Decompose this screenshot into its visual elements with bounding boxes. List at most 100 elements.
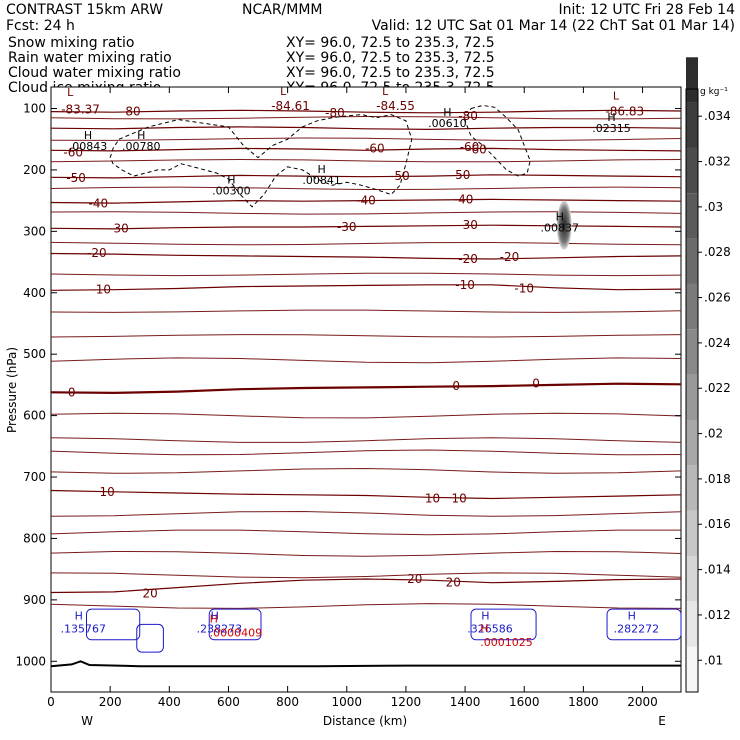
y-axis-label: Pressure (hPa) <box>5 347 19 433</box>
extremum-value: .00843 <box>69 140 108 153</box>
x-tick-label: 400 <box>158 695 181 709</box>
isotherm-line-minor <box>50 211 682 215</box>
colorbar-tick-label: .022 <box>704 381 731 395</box>
isotherm-line-minor <box>50 603 682 609</box>
isotherm-label: -10 <box>91 283 111 297</box>
isotherm-label: -10 <box>514 281 534 295</box>
isotherm-label: -40 <box>454 192 474 206</box>
y-tick-label: 400 <box>23 286 46 300</box>
colorbar-segment <box>686 238 698 284</box>
rain-water-max-value: .0001025 <box>480 636 532 649</box>
legend-row-rain: Rain water mixing ratio XY= 96.0, 72.5 t… <box>8 50 495 66</box>
isotherm-label: -10 <box>455 278 475 292</box>
valid-time: Valid: 12 UTC Sat 01 Mar 14 (22 ChT Sat … <box>372 18 735 34</box>
x-tick-label: 0 <box>47 695 55 709</box>
isotherm-label: -80 <box>325 106 345 120</box>
isotherm-line-minor <box>50 550 682 557</box>
isotherm-label: -20 <box>87 246 107 260</box>
isotherm-label: 10 <box>452 492 467 506</box>
extremum-value: .00780 <box>122 140 161 153</box>
x-tick-label: 1600 <box>509 695 540 709</box>
rain-water-max-value: .0000409 <box>210 627 263 640</box>
isotherm-line-minor <box>50 449 682 456</box>
snow-mixing-region-0 <box>556 200 572 250</box>
legend-row-snow: Snow mixing ratio XY= 96.0, 72.5 to 235.… <box>8 35 495 51</box>
y-tick-label: 500 <box>23 347 46 361</box>
colorbar-segment <box>686 283 698 330</box>
y-tick-label: 900 <box>23 593 46 607</box>
colorbar-tick-label: .028 <box>704 245 731 259</box>
isotherm-line--60 <box>50 147 682 152</box>
extremum-value: .00610 <box>428 117 467 130</box>
cloud-water-contour-4 <box>606 608 682 641</box>
extremum-mark: L <box>613 89 620 102</box>
extremum-marker-H: H.00837 <box>540 210 579 234</box>
cloud-water-contour-2 <box>208 608 262 641</box>
y-tick-label: 800 <box>23 531 46 545</box>
extremum-marker-L: L <box>280 85 287 98</box>
extremum-mark: L <box>280 85 287 98</box>
colorbar-segment <box>686 646 698 692</box>
cloud-water-max-value: .238273 <box>197 622 243 635</box>
isotherm-label: -20 <box>458 252 478 266</box>
center-title: NCAR/MMM <box>242 2 323 18</box>
extremum-marker-L: L <box>382 85 389 98</box>
isotherm-line-minor <box>50 115 682 120</box>
colorbar-segment <box>686 419 698 466</box>
isotherm-line-minor <box>50 309 682 313</box>
isotherm-label: 10 <box>425 492 440 506</box>
colorbar-segment <box>686 329 698 375</box>
isotherm-label: -86.83 <box>605 105 644 119</box>
isotherm-line-20 <box>50 578 682 594</box>
isotherm-label: -80 <box>121 105 141 119</box>
extremum-mark: H <box>443 106 451 119</box>
colorbar-tick-label: .03 <box>704 200 723 214</box>
extremum-marker-H: H.00841 <box>302 163 341 187</box>
extremum-marker-H: H.00843 <box>69 129 108 153</box>
isotherm-line-minor <box>50 158 682 163</box>
cloud-ice-contour-0 <box>109 114 413 208</box>
colorbar-segment <box>686 465 698 511</box>
y-tick-label: 1000 <box>15 654 46 668</box>
isotherm-label: -40 <box>356 194 376 208</box>
isotherm-label: -60 <box>365 141 385 155</box>
x-tick-label: 1000 <box>332 695 363 709</box>
x-tick-label: 600 <box>217 695 240 709</box>
isotherm-line-minor <box>50 357 682 364</box>
x-tick-label: 200 <box>99 695 122 709</box>
isotherm-label: -60 <box>460 140 480 154</box>
legend-cloud-water-label: Cloud water mixing ratio <box>8 65 181 81</box>
colorbar-tick-label: .014 <box>704 563 731 577</box>
x-tick-label: 1400 <box>450 695 481 709</box>
extremum-marker-L: L <box>67 86 74 99</box>
isotherm-line--10 <box>50 284 682 291</box>
colorbar-tick-label: .016 <box>704 517 731 531</box>
colorbar-tick-label: .02 <box>704 427 723 441</box>
isotherm-line-minor <box>50 334 682 338</box>
colorbar-tick-label: .01 <box>704 653 723 667</box>
isotherm-label: 20 <box>446 576 461 590</box>
cloud-ice-contour-1 <box>464 104 531 177</box>
isotherm-label: -20 <box>500 250 520 264</box>
legend-rain-label: Rain water mixing ratio <box>8 50 172 66</box>
isotherm-label: 0 <box>452 379 460 393</box>
isotherm-line--20 <box>50 252 682 260</box>
isotherm-line--70 <box>50 126 682 131</box>
terrain-surface-line <box>50 660 681 668</box>
isotherm-label: -50 <box>451 168 471 182</box>
x-axis-label: Distance (km) <box>323 714 407 728</box>
extremum-mark: H <box>556 210 564 223</box>
colorbar: .01 .012 .014 .016 .018 .02 .022 .024 .026 .028 .0… <box>685 57 731 693</box>
isotherm-line--50 <box>50 174 682 179</box>
east-endpoint-label: E <box>658 714 666 728</box>
isotherm-label: -50 <box>66 171 86 185</box>
isotherm-line-minor <box>50 529 681 536</box>
cloud-water-max-mark: H <box>211 609 219 622</box>
isotherm-line--40 <box>50 198 682 204</box>
extremum-marker-H: H.00300 <box>212 173 251 197</box>
extremum-marker-H: H.00780 <box>122 129 161 153</box>
extremum-mark: H <box>317 163 325 176</box>
y-tick-label: 200 <box>23 163 46 177</box>
cloud-water-max-mark: H <box>628 609 636 622</box>
